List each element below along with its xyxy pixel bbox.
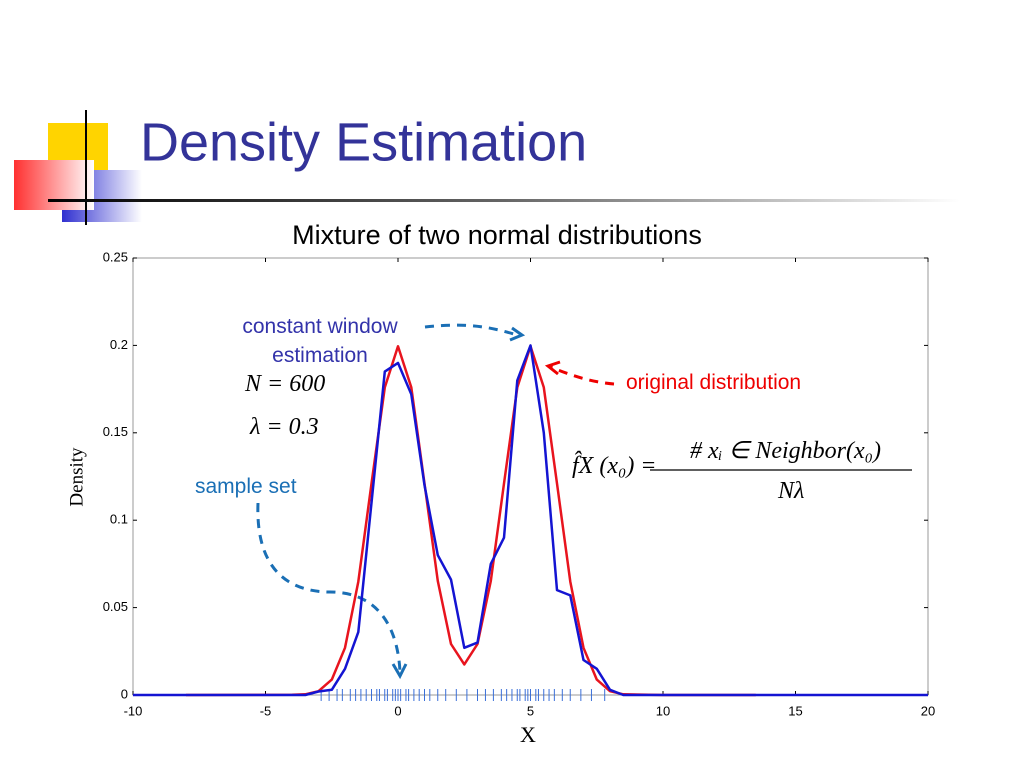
deco-square (14, 160, 94, 210)
arrow-head (544, 360, 561, 376)
series-line (185, 345, 756, 697)
arrow (256, 502, 402, 673)
series-line (133, 344, 928, 697)
annotation: λ = 0.3 (250, 414, 319, 440)
annotation: N = 600 (245, 371, 326, 397)
y-tick-label: 0.2 (110, 337, 128, 352)
x-tick-label: 0 (394, 703, 401, 718)
formula: # xᵢ ∈ Neighbor(x₀) (690, 438, 882, 464)
x-axis-label: X (520, 722, 536, 747)
annotation: sample set (195, 475, 297, 498)
formula: f̂X (x₀) = (572, 453, 657, 479)
formula: Nλ (778, 478, 805, 504)
x-tick-label: 20 (921, 703, 935, 718)
x-tick-label: -5 (260, 703, 272, 718)
arrow (547, 364, 615, 386)
arrow (424, 323, 521, 338)
x-tick-label: 10 (656, 703, 670, 718)
annotation: original distribution (626, 371, 802, 394)
y-tick-label: 0.15 (103, 424, 128, 439)
y-tick-label: 0.25 (103, 249, 128, 264)
x-tick-label: 5 (527, 703, 534, 718)
y-axis-label: Density (66, 447, 87, 507)
y-tick-label: 0.05 (103, 599, 128, 614)
title-rule (48, 199, 960, 202)
annotation: constant window estimation (242, 315, 398, 367)
y-tick-label: 0 (121, 686, 128, 701)
arrow-head (509, 326, 526, 342)
chart-title: Mixture of two normal distributions (292, 220, 702, 250)
arrows (256, 323, 615, 680)
x-tick-label: 15 (788, 703, 802, 718)
y-tick-label: 0.1 (110, 512, 128, 527)
arrow-head (391, 663, 408, 680)
slide-title: Density Estimation (140, 112, 587, 172)
x-tick-label: -10 (124, 703, 143, 718)
